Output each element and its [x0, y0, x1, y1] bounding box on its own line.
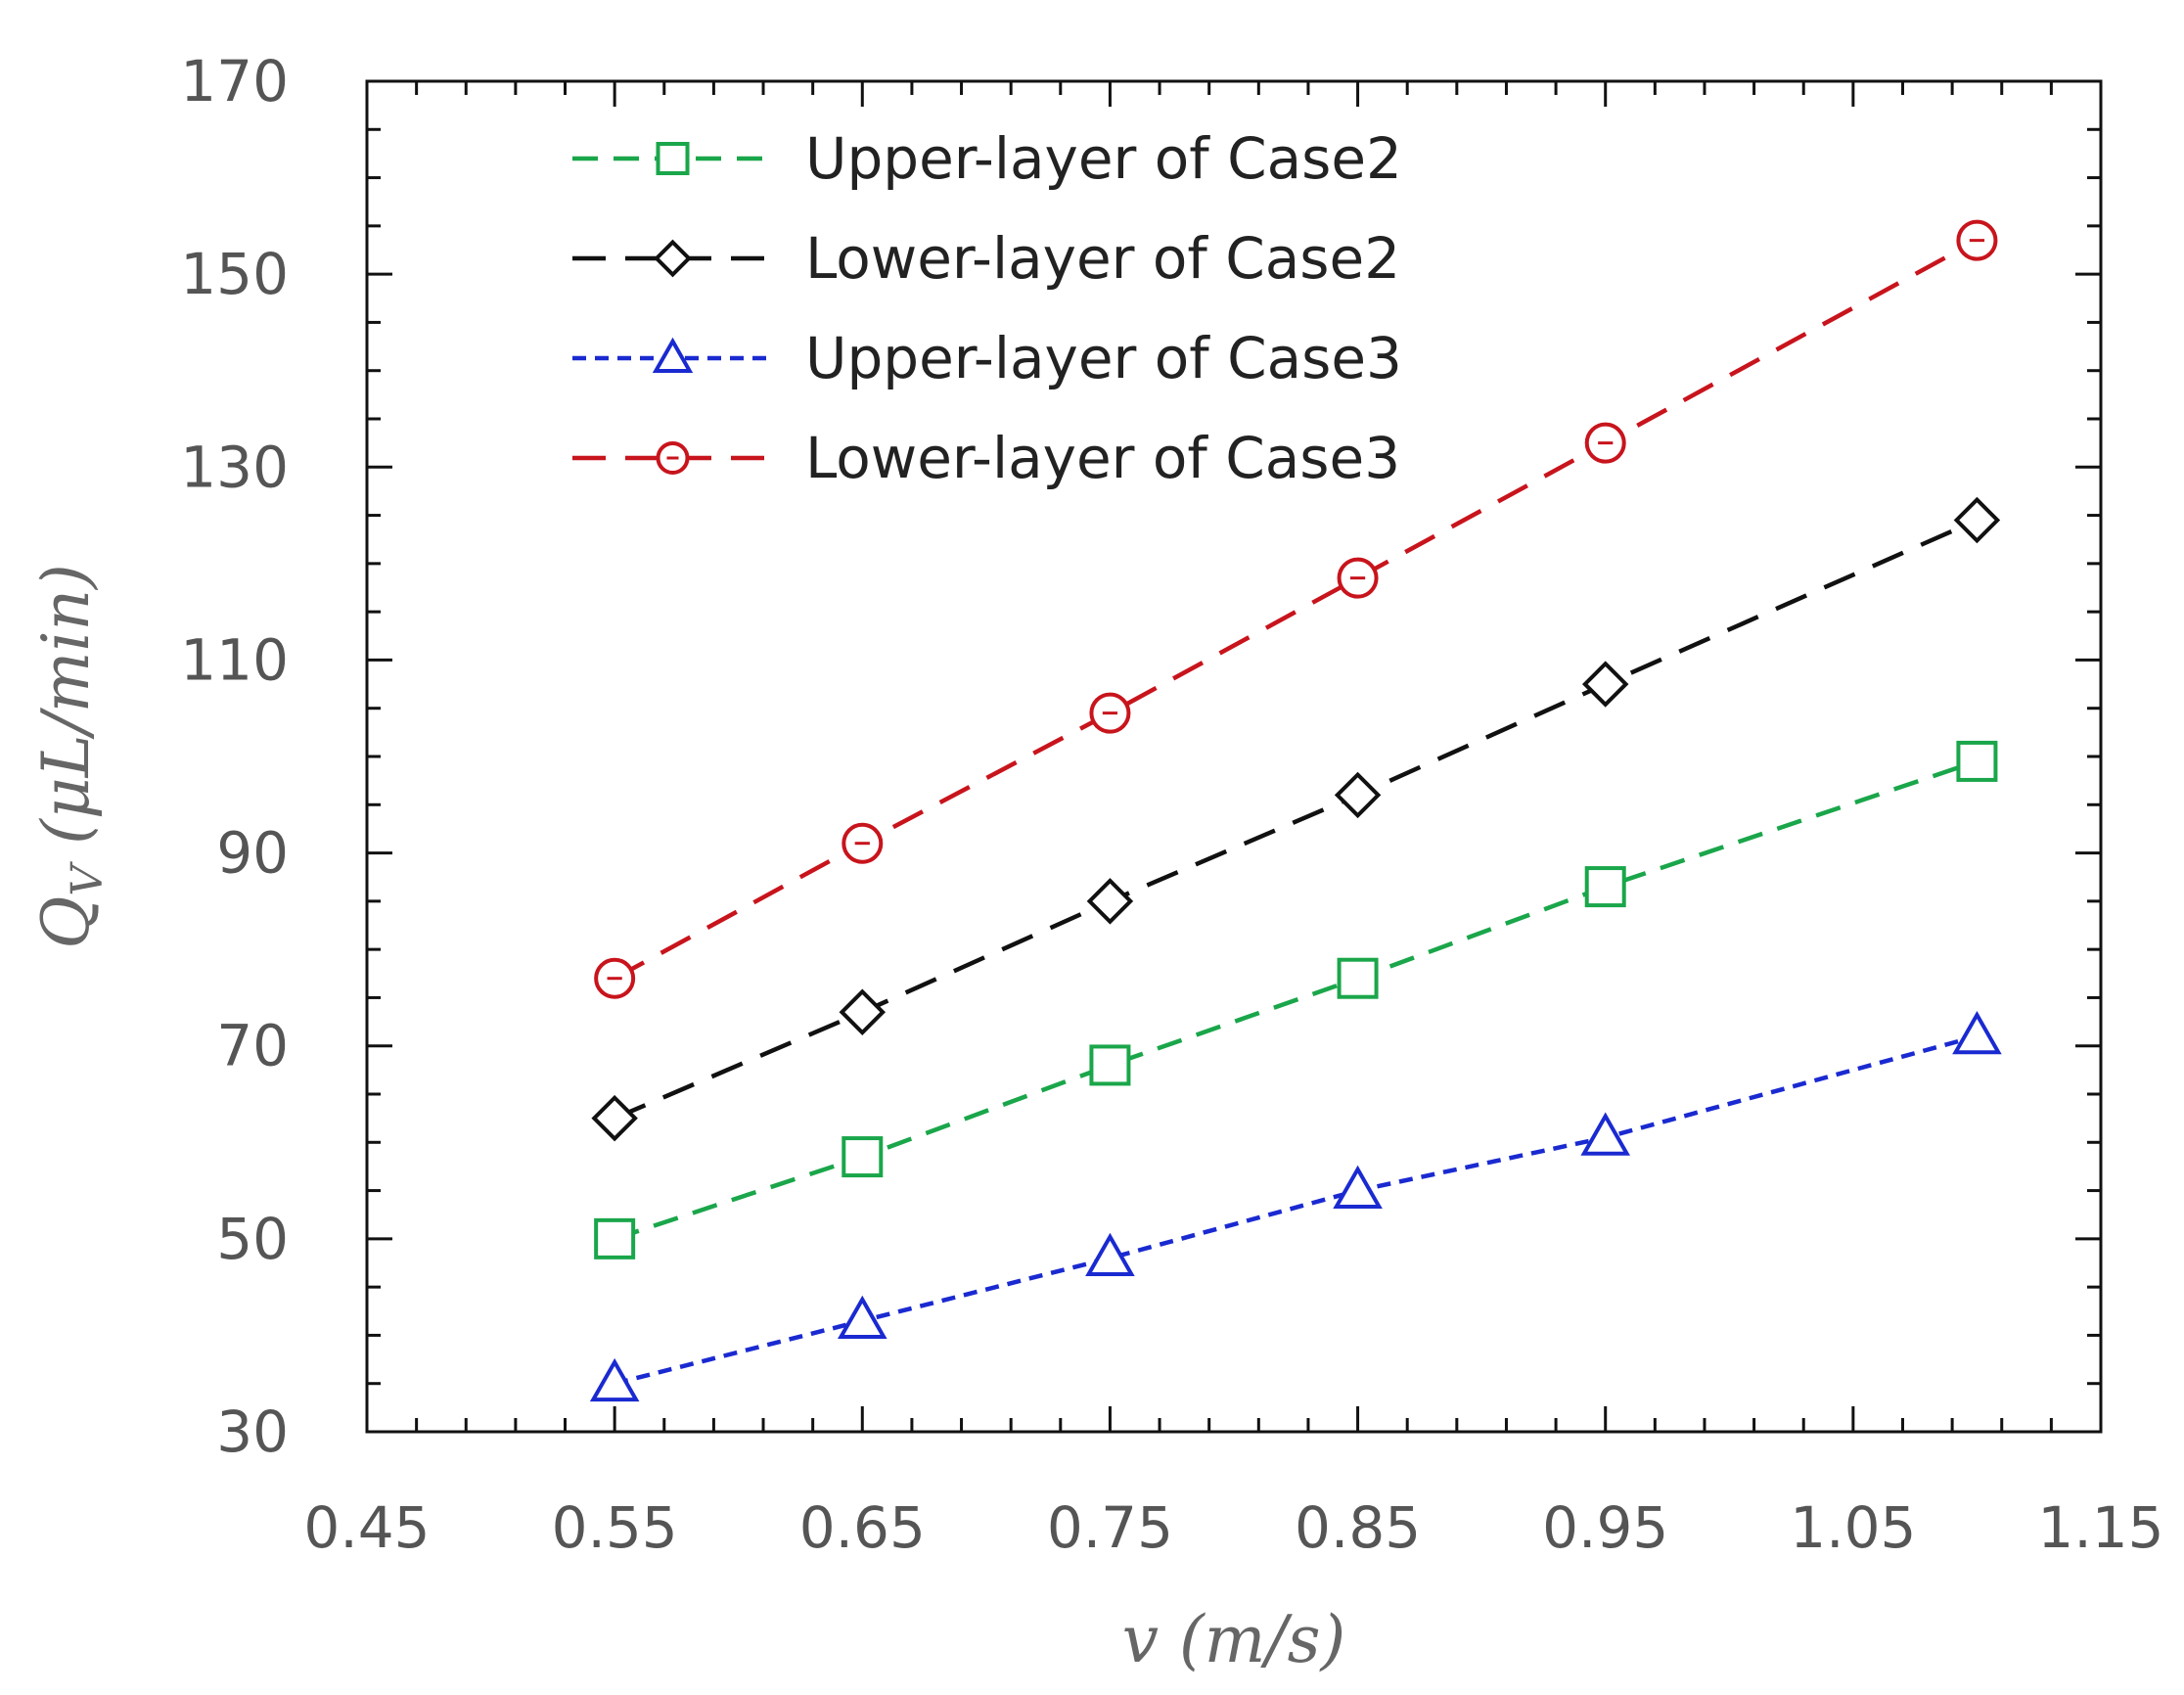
data-point	[1089, 1044, 1131, 1086]
y-axis-title-main: Q	[28, 896, 104, 949]
data-point	[1584, 422, 1626, 464]
legend-label: Upper-layer of Case3	[805, 325, 1402, 391]
series-square	[594, 740, 1998, 1260]
series-line	[614, 238, 1979, 981]
legend-marker	[656, 142, 690, 175]
data-point	[842, 1136, 884, 1178]
series-group	[589, 219, 2002, 1402]
x-tick-label: 0.45	[303, 1494, 430, 1561]
data-point	[837, 1295, 887, 1340]
legend-label: Lower-layer of Case3	[805, 425, 1400, 491]
x-tick-label: 0.95	[1542, 1494, 1668, 1561]
y-tick-label: 30	[216, 1398, 289, 1465]
data-point	[594, 957, 636, 999]
x-axis-title: v (m/s)	[1122, 1602, 1345, 1677]
legend-marker	[654, 239, 692, 278]
y-axis-title: QV (μL/min)	[28, 564, 113, 949]
data-point	[1337, 557, 1379, 599]
legend-marker	[652, 337, 694, 373]
y-tick-label: 50	[216, 1206, 289, 1272]
x-tick-label: 1.15	[2037, 1494, 2163, 1561]
data-point	[1584, 866, 1626, 908]
series-line	[614, 1033, 1979, 1386]
data-point	[842, 822, 884, 864]
y-tick-label: 130	[180, 434, 289, 500]
axes: 0.45 0.55 0.65 0.75 0.85 0.95 1.05 1.15 30 50 70 90…	[180, 48, 2163, 1561]
x-tick-label: 0.75	[1047, 1494, 1173, 1561]
legend: Upper-layer of Case2 Lower-layer of Case2…	[572, 125, 1402, 491]
data-point	[1956, 219, 1998, 261]
x-tick-label: 0.85	[1295, 1494, 1421, 1561]
data-point	[589, 1357, 640, 1402]
series-line	[614, 518, 1979, 1121]
legend-label: Lower-layer of Case2	[805, 225, 1400, 292]
series-triangle	[589, 1010, 2002, 1402]
data-point	[1333, 1165, 1383, 1209]
data-point	[1952, 1010, 2002, 1055]
data-point	[1580, 1112, 1631, 1156]
legend-label: Upper-layer of Case2	[805, 125, 1402, 192]
legend-item: Lower-layer of Case3	[572, 425, 1400, 491]
x-tick-label: 1.05	[1790, 1494, 1916, 1561]
data-point	[1086, 878, 1134, 925]
x-tick-label: 0.65	[799, 1494, 926, 1561]
legend-marker	[656, 441, 690, 475]
data-point	[1956, 740, 1998, 782]
series-line	[614, 758, 1979, 1241]
data-point	[1581, 661, 1629, 708]
data-point	[594, 1217, 636, 1260]
y-axis-title-subscript: V	[63, 861, 113, 896]
x-tick-label: 0.55	[552, 1494, 678, 1561]
data-point	[591, 1094, 638, 1142]
data-point	[1334, 771, 1382, 819]
legend-item: Lower-layer of Case2	[572, 225, 1400, 292]
data-point	[1337, 957, 1379, 999]
data-point	[839, 988, 887, 1035]
y-tick-label: 70	[216, 1013, 289, 1079]
legend-item: Upper-layer of Case3	[572, 325, 1402, 391]
y-axis-title-units: (μL/min)	[28, 564, 104, 865]
y-tick-label: 90	[216, 820, 289, 887]
series-diamond	[591, 496, 2001, 1142]
y-tick-label: 150	[180, 241, 289, 307]
y-tick-label: 170	[180, 48, 289, 115]
legend-item: Upper-layer of Case2	[572, 125, 1402, 192]
data-point	[1953, 496, 2001, 544]
data-point	[1085, 1232, 1135, 1276]
series-circle	[594, 219, 1998, 999]
y-tick-label: 110	[180, 626, 289, 693]
data-point	[1089, 692, 1131, 734]
